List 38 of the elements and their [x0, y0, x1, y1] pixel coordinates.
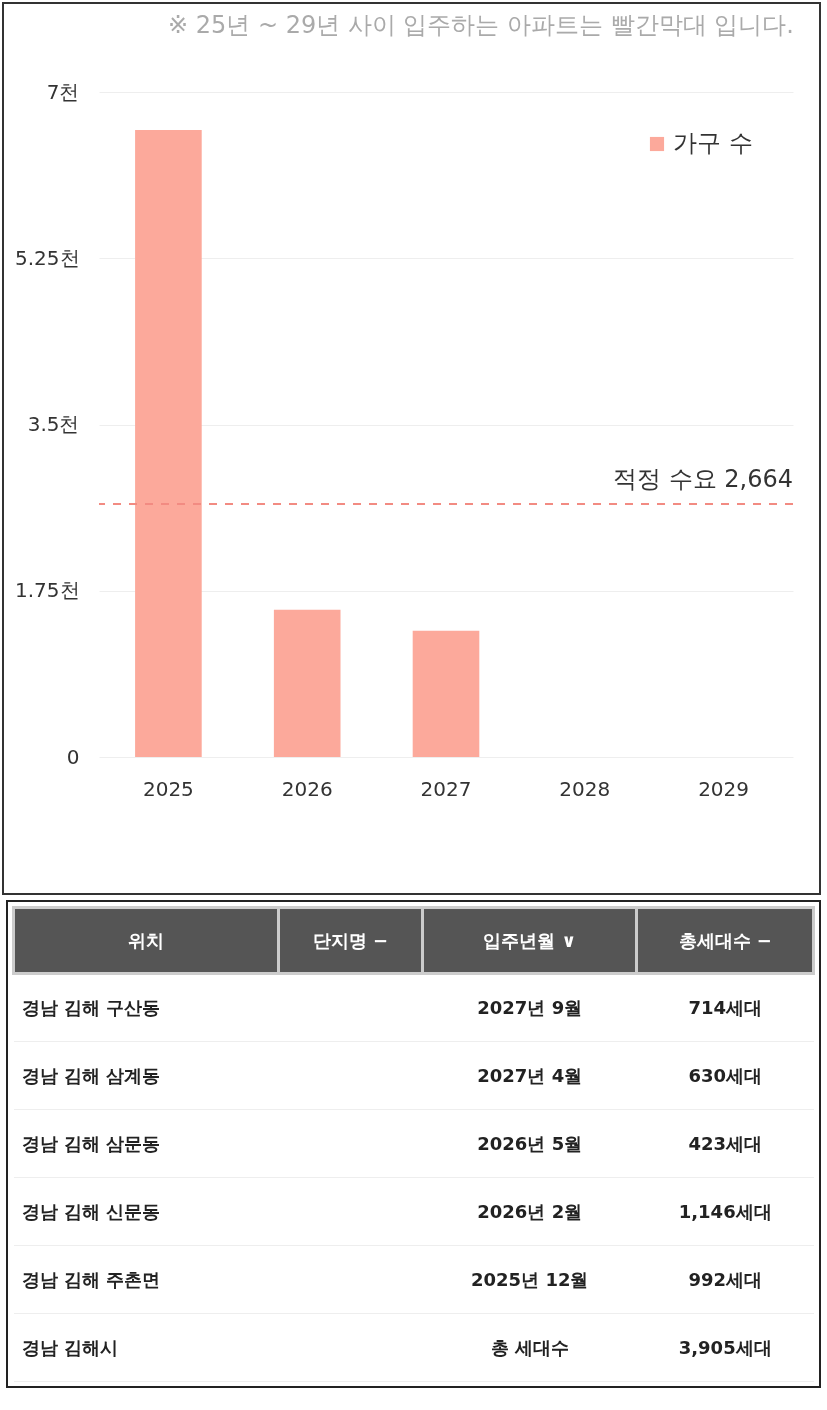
y-tick-label: 3.5천: [27, 412, 80, 436]
category-label: 단지명 −: [278, 907, 423, 974]
y-tick-label: 7천: [46, 79, 80, 104]
category-label: 총세대수 −: [636, 907, 814, 974]
x-tick-label: 2026: [281, 776, 333, 801]
text: 3,905세대: [678, 1336, 772, 1358]
text: 경남 김해 삼계동: [21, 1064, 161, 1086]
text: 2027년 4월: [477, 1064, 583, 1086]
x-tick-label: 2029: [698, 776, 750, 801]
text: 992세대: [688, 1268, 762, 1290]
text: 경남 김해 주촌면: [21, 1268, 161, 1290]
text: 경남 김해 신문동: [21, 1200, 161, 1222]
text: 2025년 12월: [471, 1268, 589, 1290]
text: 경남 김해 삼문동: [21, 1132, 161, 1154]
y-tick-label: 5.25천: [14, 245, 80, 270]
y-tick-label: 0: [66, 744, 80, 769]
bar: [273, 609, 341, 757]
text: 630세대: [688, 1064, 762, 1086]
legend-label: 가구 수: [673, 129, 753, 157]
text: 714세대: [688, 997, 762, 1018]
text: 경남 김해 구산동: [21, 997, 161, 1018]
category-label: 입주년월 ∨: [422, 907, 637, 974]
text: 2026년 2월: [477, 1200, 583, 1222]
category-label: 위치: [13, 907, 279, 974]
ref-line-label: 적정 수요 2,664: [613, 464, 793, 493]
x-tick-label: 2027: [420, 776, 472, 801]
text: ※ 25년 ~ 29년 사이 입주하는 아파트는 빨간막대 입니다.: [168, 11, 794, 39]
x-tick-label: 2025: [142, 776, 194, 801]
text: 경남 김해시: [21, 1336, 118, 1358]
y-tick-label: 1.75천: [14, 578, 80, 603]
text: 423세대: [688, 1132, 762, 1154]
text: 총 세대수: [490, 1336, 569, 1358]
x-tick-label: 2028: [559, 776, 611, 801]
text: 2027년 9월: [477, 997, 583, 1018]
text: 2026년 5월: [477, 1132, 583, 1154]
text: 1,146세대: [678, 1200, 772, 1222]
bar: [135, 130, 202, 757]
bar: [412, 630, 480, 757]
